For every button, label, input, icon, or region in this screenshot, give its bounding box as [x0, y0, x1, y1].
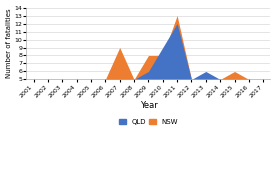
Legend: QLD, NSW: QLD, NSW — [116, 116, 181, 128]
X-axis label: Year: Year — [140, 101, 157, 110]
Y-axis label: Number of fatalities: Number of fatalities — [6, 9, 12, 78]
